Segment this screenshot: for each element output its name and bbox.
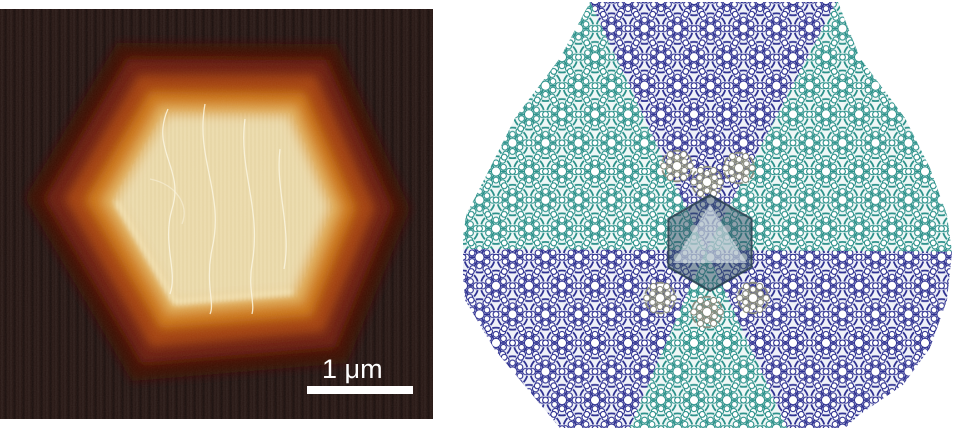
- twin-sector-lattice: [463, 2, 952, 428]
- scale-bar-label: 1 μm: [322, 354, 383, 384]
- scale-bar: 1 μm: [307, 354, 413, 394]
- afm-micrograph: 1 μm: [0, 9, 433, 419]
- molecular-packing-panel: [463, 0, 959, 430]
- afm-micrograph-panel: 1 μm: [0, 9, 433, 419]
- overlay-triangle: [673, 204, 747, 263]
- packing-diagram: [463, 2, 952, 428]
- afm-noise-grain: [0, 9, 433, 419]
- scale-bar-rule: [307, 386, 413, 394]
- sector-top-navy: [580, 2, 848, 250]
- sector-bottom-teal: [622, 250, 795, 428]
